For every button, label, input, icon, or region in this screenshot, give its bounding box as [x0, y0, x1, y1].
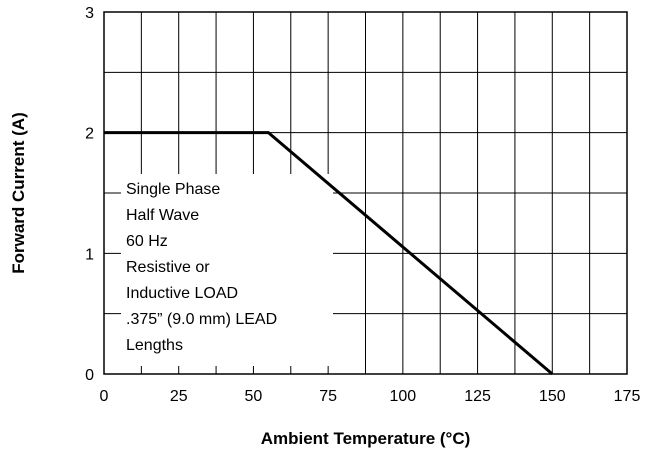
annotation-line: Inductive LOAD [126, 285, 238, 302]
x-tick-label: 100 [390, 388, 417, 405]
x-axis-title: Ambient Temperature (°C) [261, 429, 471, 448]
annotation: Single Phase Half Wave 60 Hz Resistive or In… [126, 181, 277, 354]
x-tick-label: 50 [245, 388, 263, 405]
y-axis-title: Forward Current (A) [9, 112, 28, 274]
annotation-line: Resistive or [126, 259, 210, 276]
annotation-line: Half Wave [126, 207, 199, 224]
annotation-line: .375” (9.0 mm) LEAD [126, 311, 277, 328]
plot-frame [103, 11, 628, 375]
annotation-line: Single Phase [126, 181, 220, 198]
y-tick-labels: 0 1 2 3 [85, 5, 94, 384]
annotation-background [121, 174, 333, 366]
x-tick-labels: 0 25 50 75 100 125 150 175 [100, 388, 641, 405]
y-tick-label: 3 [85, 5, 94, 22]
x-tick-label: 175 [614, 388, 641, 405]
x-tick-label: 25 [170, 388, 188, 405]
series-line [104, 131, 554, 376]
series [104, 131, 554, 376]
y-tick-label: 2 [85, 126, 94, 143]
annotation-line: Lengths [126, 337, 183, 354]
annotation-line: 60 Hz [126, 233, 168, 250]
x-tick-label: 125 [464, 388, 491, 405]
x-tick-label: 0 [100, 388, 109, 405]
x-tick-label: 75 [319, 388, 337, 405]
x-tick-label: 150 [539, 388, 566, 405]
y-tick-label: 1 [85, 246, 94, 263]
y-tick-label: 0 [85, 367, 94, 384]
grid-lines [104, 12, 627, 374]
